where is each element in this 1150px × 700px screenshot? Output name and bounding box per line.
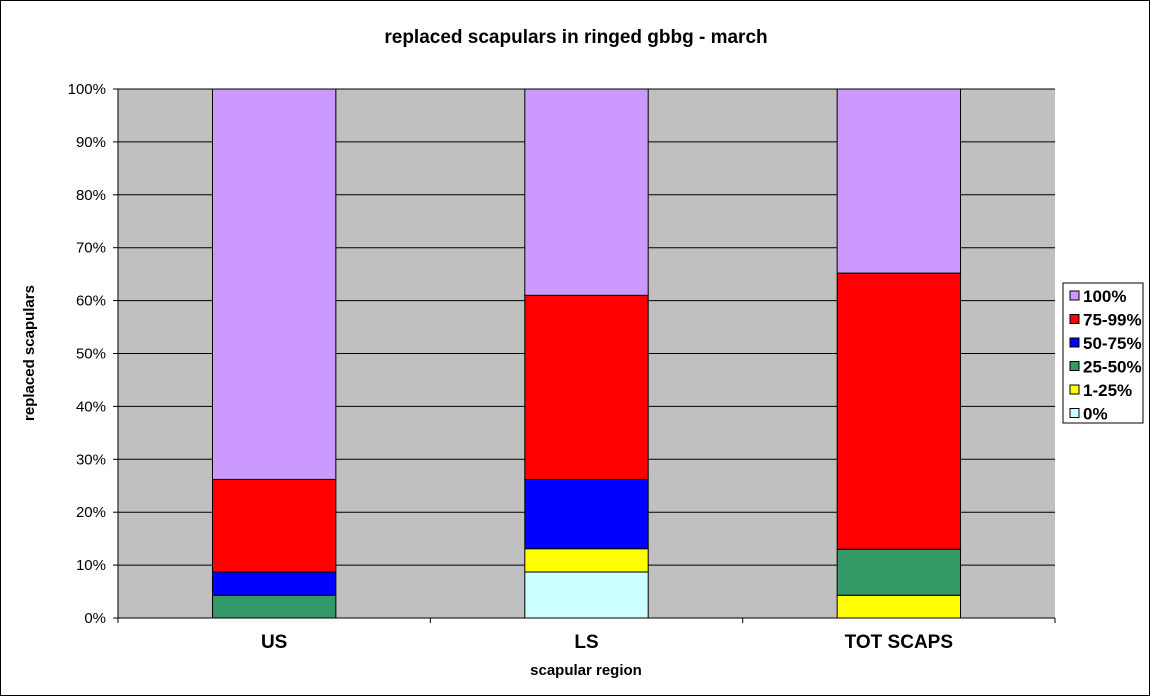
legend-label: 25-50% (1083, 358, 1142, 377)
legend-swatch (1069, 314, 1080, 324)
x-tick-labels: US LS TOT SCAPS (261, 632, 953, 653)
bar-segment-100pct (836, 88, 962, 274)
bar-segment-0pct (524, 571, 649, 619)
legend-label: 50-75% (1083, 334, 1142, 353)
legend-box (1062, 282, 1144, 424)
y-tick-labels: 0% 10% 20% 30% 40% 50% 60% 70% 80% 90% 100% (68, 81, 106, 627)
x-tick-label: TOT SCAPS (845, 632, 953, 653)
legend: 100% 75-99% 50-75% 25-50% 1-25% 0% (1062, 282, 1144, 424)
legend-label: 75-99% (1083, 311, 1142, 330)
y-tick-label: 40% (76, 398, 106, 415)
legend-swatch (1069, 384, 1080, 395)
y-tick-label: 20% (76, 504, 106, 521)
bar-segment-50-75pct (211, 571, 337, 596)
bar-segment-1-25pct (836, 594, 962, 619)
legend-label: 100% (1083, 287, 1126, 306)
x-tick-label: LS (574, 632, 598, 653)
bar-segment-100pct (524, 88, 649, 296)
y-tick-label: 100% (68, 81, 106, 98)
bar-segment-25-50pct (836, 548, 962, 596)
bar-segment-75-99pct (524, 294, 649, 480)
bars (211, 88, 962, 619)
x-tick-label: US (261, 632, 287, 653)
y-tick-label: 60% (76, 293, 106, 310)
bar-segment-1-25pct (524, 548, 649, 573)
legend-swatch (1069, 408, 1080, 418)
y-tick-label: 70% (76, 240, 106, 257)
chart-title: replaced scapulars in ringed gbbg - marc… (384, 27, 767, 48)
bar-segment-75-99pct (836, 272, 962, 550)
y-tick-label: 50% (76, 346, 106, 363)
y-tick-label: 90% (76, 134, 106, 151)
legend-swatch (1069, 290, 1080, 301)
x-axis-label: scapular region (530, 662, 642, 679)
bar-segment-50-75pct (524, 478, 649, 550)
y-tick-label: 80% (76, 187, 106, 204)
y-axis-label: replaced scapulars (21, 285, 38, 421)
legend-label: 1-25% (1083, 381, 1132, 400)
legend-label: 0% (1083, 405, 1108, 424)
legend-swatch (1069, 337, 1080, 348)
axes (113, 88, 1056, 623)
bar-segment-75-99pct (211, 478, 337, 573)
bar-segment-25-50pct (211, 594, 337, 619)
legend-swatch (1069, 361, 1080, 371)
y-tick-label: 10% (76, 557, 106, 574)
y-tick-label: 0% (84, 610, 106, 627)
y-tick-label: 30% (76, 451, 106, 468)
bar-segment-100pct (211, 88, 337, 480)
